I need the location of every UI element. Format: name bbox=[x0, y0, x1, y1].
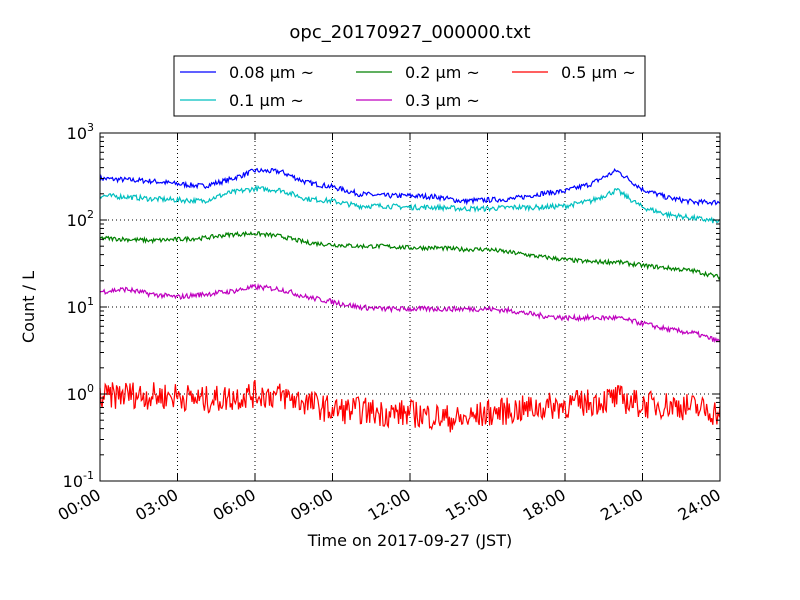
legend-label: 0.08 μm ~ bbox=[229, 63, 314, 82]
y-axis-label: Count / L bbox=[19, 271, 38, 343]
series-line bbox=[99, 379, 721, 433]
legend-label: 0.3 μm ~ bbox=[405, 91, 480, 110]
series-layer bbox=[99, 167, 721, 433]
legend-label: 0.5 μm ~ bbox=[561, 63, 636, 82]
series-line bbox=[99, 184, 721, 224]
series-line bbox=[99, 167, 721, 207]
chart-title: opc_20170927_000000.txt bbox=[289, 22, 530, 43]
series-line bbox=[99, 230, 721, 281]
x-axis-label: Time on 2017-09-27 (JST) bbox=[307, 531, 512, 550]
series-line bbox=[99, 282, 721, 344]
legend-label: 0.1 μm ~ bbox=[229, 91, 304, 110]
legend-box bbox=[173, 55, 646, 117]
legend: 0.08 μm ~ 0.1 μm ~ 0.2 μm ~ 0.3 μm ~ 0.5 μm … bbox=[173, 55, 646, 117]
legend-label: 0.2 μm ~ bbox=[405, 63, 480, 82]
